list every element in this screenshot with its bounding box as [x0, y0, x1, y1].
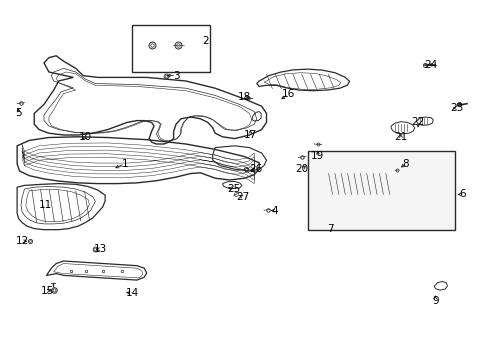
Text: 5: 5 — [15, 108, 22, 118]
Text: 21: 21 — [393, 132, 407, 142]
Text: 10: 10 — [79, 132, 92, 142]
Text: 15: 15 — [40, 286, 54, 296]
Text: 22: 22 — [410, 117, 424, 127]
Text: 20: 20 — [295, 164, 308, 174]
Text: 12: 12 — [16, 236, 29, 246]
Text: 27: 27 — [235, 192, 249, 202]
Text: 3: 3 — [172, 71, 179, 81]
Text: 16: 16 — [281, 89, 295, 99]
Text: 7: 7 — [326, 224, 333, 234]
Bar — [132, 25, 210, 72]
Text: 18: 18 — [237, 92, 251, 102]
Text: 24: 24 — [424, 60, 437, 70]
Text: 8: 8 — [402, 159, 408, 169]
Text: 9: 9 — [431, 296, 438, 306]
Text: 17: 17 — [243, 130, 257, 140]
Text: 19: 19 — [310, 150, 324, 161]
Text: 11: 11 — [38, 200, 52, 210]
Text: 26: 26 — [249, 164, 263, 174]
Bar — [307, 151, 454, 230]
Text: 25: 25 — [226, 184, 240, 194]
Text: 6: 6 — [458, 189, 465, 199]
Text: 4: 4 — [271, 206, 278, 216]
Text: 1: 1 — [121, 159, 128, 169]
Text: 13: 13 — [93, 244, 107, 254]
Text: 2: 2 — [202, 36, 208, 46]
Text: 23: 23 — [449, 103, 463, 113]
Text: 14: 14 — [125, 288, 139, 298]
